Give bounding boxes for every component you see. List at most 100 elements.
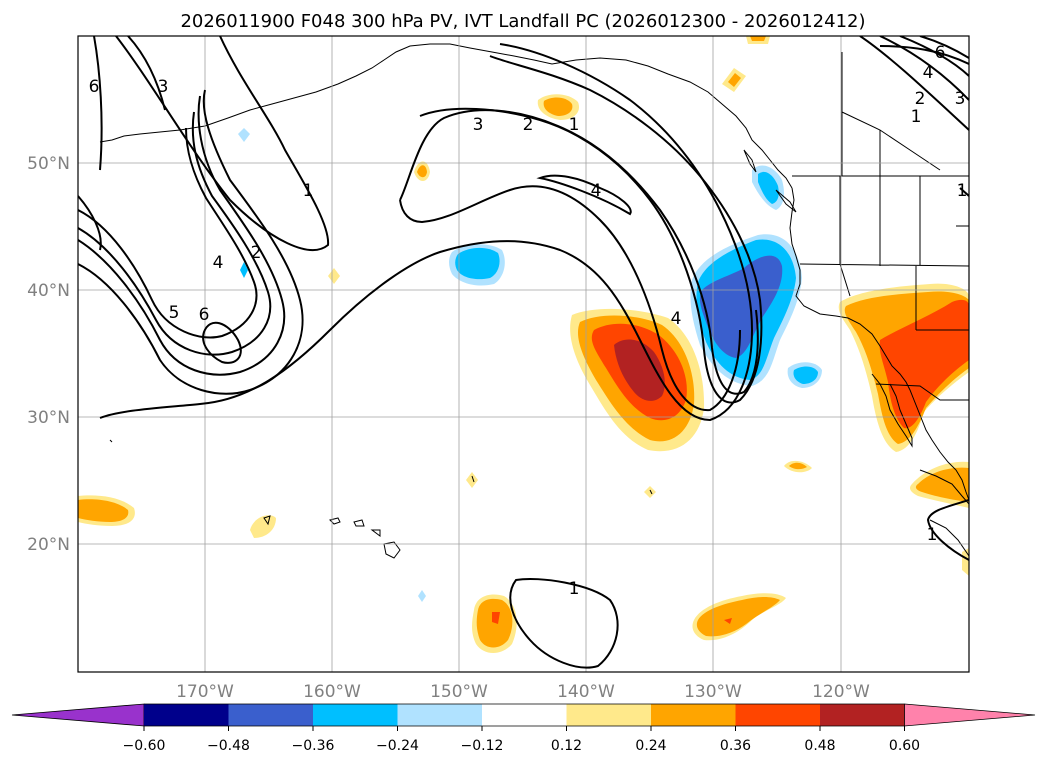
colorbar-tick-label: 0.48 <box>804 738 835 754</box>
negative-anomaly-coast-036 <box>699 255 783 358</box>
contour-label: 1 <box>957 181 968 201</box>
pv-contour-3a <box>78 95 286 376</box>
colorbar-tick-label: 0.12 <box>551 738 582 754</box>
positive-spot-e <box>644 486 656 498</box>
pv-contour-3b <box>399 109 759 395</box>
contour-label: 4 <box>923 63 934 83</box>
alaska-coastline <box>99 43 793 189</box>
positive-spot-top-b <box>750 36 766 41</box>
us-mexico-coastline <box>789 187 969 501</box>
pv-contour-mexico <box>926 499 969 561</box>
lon-label-130w: 130°W <box>684 682 742 702</box>
contour-label: 2 <box>915 89 926 109</box>
lat-label-40n: 40°N <box>27 281 70 301</box>
lat-label-30n: 30°N <box>27 408 70 428</box>
colorbar-tick-label: −0.12 <box>461 738 504 754</box>
contour-label: 4 <box>591 181 602 201</box>
contour-label: 6 <box>199 305 210 325</box>
colorbar-bin <box>482 704 567 726</box>
colorbar-bin <box>144 704 229 726</box>
pv-contour-1a <box>115 36 969 251</box>
contour-label: 5 <box>169 303 180 323</box>
canada-provinces <box>841 52 941 176</box>
pv-contour-ne-2 <box>879 36 969 101</box>
contour-label: 2 <box>523 115 534 135</box>
pv-contour-ne-6 <box>919 36 969 59</box>
small-islands <box>109 439 653 526</box>
hawaii-islands <box>329 517 401 559</box>
pv-contour-tropical <box>509 577 619 669</box>
pv-contour-ne-1 <box>859 36 969 131</box>
colorbar-extend-high <box>904 703 1036 727</box>
contour-label: 6 <box>89 77 100 97</box>
contour-label: 1 <box>927 525 938 545</box>
map-layers: 6 3 1 2 4 5 6 3 2 1 4 4 1 6 4 2 1 3 1 1 <box>78 36 969 672</box>
positive-anomaly-tropical-east-core <box>724 618 732 624</box>
bc-islands <box>743 149 797 213</box>
pv-contour-5a <box>78 127 258 339</box>
positive-anomaly-mexico-024 <box>915 467 969 502</box>
pv-contour-6a <box>202 321 242 364</box>
map-frame <box>77 35 970 673</box>
colorbar-tick-label: −0.36 <box>292 738 335 754</box>
positive-spot-north-b <box>728 73 741 87</box>
latitude-labels: 50°N 40°N 30°N 20°N <box>27 154 70 555</box>
gridlines <box>78 36 969 672</box>
lon-label-160w: 160°W <box>303 682 361 702</box>
longitude-labels: 170°W 160°W 150°W 140°W 130°W 120°W <box>176 682 870 702</box>
contour-label: 3 <box>473 115 484 135</box>
colorbar-bin <box>820 704 905 726</box>
mexico-coastline <box>919 469 969 557</box>
pv-contour-1c <box>399 185 741 412</box>
lon-label-140w: 140°W <box>557 682 615 702</box>
contour-label: 6 <box>935 43 946 63</box>
colorbar-tick-label: 0.24 <box>635 738 666 754</box>
contour-label: 3 <box>955 89 966 109</box>
figure-title: 2026011900 F048 300 hPa PV, IVT Landfall… <box>180 11 865 32</box>
colorbar-bin <box>566 704 651 726</box>
lat-label-20n: 20°N <box>27 535 70 555</box>
contour-labels: 6 3 1 2 4 5 6 3 2 1 4 4 1 6 4 2 1 3 1 1 <box>89 43 968 599</box>
colorbar-tick-label: −0.48 <box>207 738 250 754</box>
positive-anomaly-tropical-east-024 <box>696 597 780 637</box>
positive-spot-c <box>250 515 276 538</box>
coastlines-layer <box>99 43 969 559</box>
negative-anomaly-bc-024 <box>758 171 779 204</box>
positive-anomaly-tropical-central-core <box>492 612 500 624</box>
colorbar-outline <box>144 703 905 727</box>
positive-spot-a-b <box>417 165 427 178</box>
contour-label: 3 <box>158 77 169 97</box>
contour-label: 2 <box>251 243 262 263</box>
colorbar-tick-label: 0.36 <box>720 738 751 754</box>
contour-label: 1 <box>303 181 314 201</box>
lon-label-150w: 150°W <box>430 682 488 702</box>
positive-spot-b <box>328 268 340 284</box>
colorbar-bin <box>397 704 482 726</box>
contour-label: 1 <box>569 115 580 135</box>
positive-spot-f-b <box>789 462 807 470</box>
positive-anomaly-gulf-024 <box>543 97 573 116</box>
colorbar-tick-label: −0.60 <box>123 738 166 754</box>
positive-anomaly-west-024 <box>78 499 129 522</box>
contour-label: 4 <box>213 253 224 273</box>
pv-contour-1b <box>99 43 754 422</box>
pv-contour-2a <box>78 89 304 395</box>
colorbar-extend-low <box>11 703 145 727</box>
positive-anomaly-mexico-south <box>962 548 969 576</box>
colorbar-bin <box>313 704 398 726</box>
colorbar-bin <box>228 704 313 726</box>
pv-contour-west-3 <box>127 36 166 111</box>
state-boundaries <box>799 176 969 401</box>
colorbar-tick-label: 0.60 <box>889 738 920 754</box>
pv-contour-4a <box>78 111 272 356</box>
negative-anomaly-small-b <box>793 366 818 384</box>
baja-coastline <box>871 373 913 448</box>
positive-anomaly-central-048 <box>614 339 665 401</box>
lat-label-50n: 50°N <box>27 154 70 174</box>
positive-anomaly-sw-us-036 <box>879 299 969 429</box>
colorbar: −0.60 −0.48 −0.36 −0.24 −0.12 0.12 0.24 … <box>11 703 1036 754</box>
positive-anomaly-tropical-central-024 <box>476 598 513 648</box>
contour-label: 4 <box>671 309 682 329</box>
colorbar-tick-label: −0.24 <box>376 738 419 754</box>
